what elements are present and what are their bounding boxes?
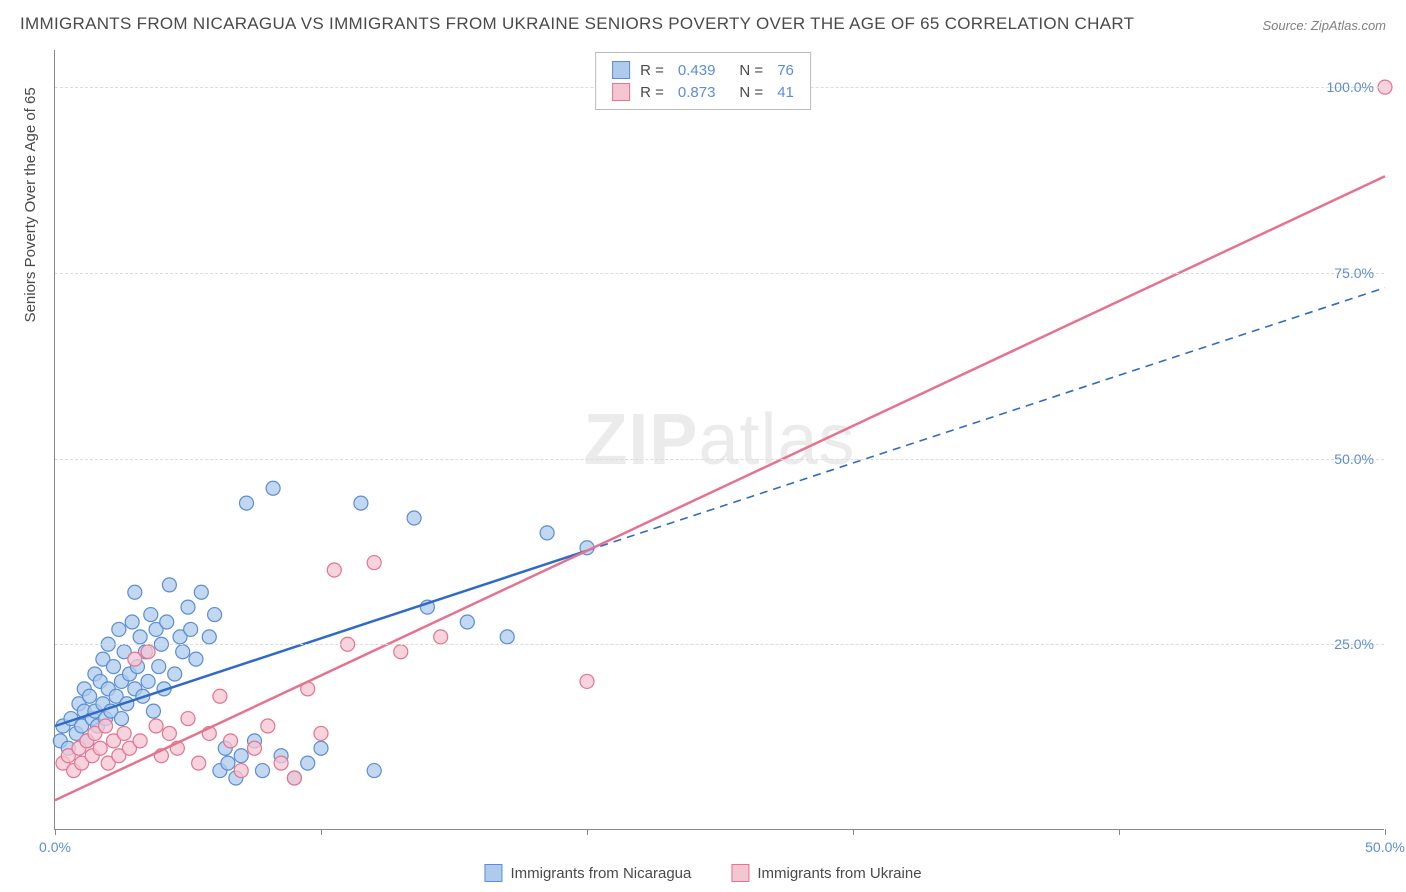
- y-tick-label: 100.0%: [1327, 79, 1374, 95]
- legend-n-value: 76: [777, 62, 794, 79]
- chart-title: IMMIGRANTS FROM NICARAGUA VS IMMIGRANTS …: [20, 14, 1134, 34]
- scatter-point: [540, 526, 554, 540]
- scatter-point: [367, 556, 381, 570]
- legend-n-value: 41: [777, 84, 794, 101]
- x-tick: [55, 829, 56, 835]
- scatter-point: [107, 660, 121, 674]
- scatter-point: [181, 600, 195, 614]
- legend-n-label: N =: [739, 84, 763, 101]
- scatter-point: [194, 585, 208, 599]
- scatter-point: [141, 674, 155, 688]
- trendline-solid: [55, 176, 1385, 800]
- scatter-point: [184, 622, 198, 636]
- scatter-point: [112, 622, 126, 636]
- legend-r-value: 0.439: [678, 62, 716, 79]
- legend-bottom: Immigrants from Nicaragua Immigrants from…: [484, 864, 921, 882]
- legend-top: R = 0.439 N = 76 R = 0.873 N = 41: [595, 52, 811, 110]
- x-tick: [1119, 829, 1120, 835]
- scatter-point: [149, 719, 163, 733]
- scatter-point: [580, 674, 594, 688]
- scatter-point: [162, 578, 176, 592]
- scatter-point: [146, 704, 160, 718]
- scatter-point: [133, 630, 147, 644]
- scatter-point: [314, 741, 328, 755]
- scatter-point: [192, 756, 206, 770]
- legend-series-label: Immigrants from Ukraine: [757, 865, 921, 882]
- scatter-point: [128, 585, 142, 599]
- y-tick-label: 50.0%: [1334, 451, 1374, 467]
- legend-series-label: Immigrants from Nicaragua: [510, 865, 691, 882]
- scatter-point: [248, 741, 262, 755]
- scatter-point: [181, 712, 195, 726]
- scatter-point: [221, 756, 235, 770]
- scatter-point: [266, 481, 280, 495]
- legend-bottom-item: Immigrants from Nicaragua: [484, 864, 691, 882]
- scatter-point: [208, 608, 222, 622]
- legend-r-value: 0.873: [678, 84, 716, 101]
- scatter-point: [224, 734, 238, 748]
- legend-r-label: R =: [640, 84, 664, 101]
- scatter-point: [234, 749, 248, 763]
- scatter-point: [93, 741, 107, 755]
- y-tick-label: 75.0%: [1334, 265, 1374, 281]
- legend-swatch: [612, 61, 630, 79]
- legend-n-label: N =: [739, 62, 763, 79]
- x-tick: [321, 829, 322, 835]
- scatter-point: [460, 615, 474, 629]
- legend-swatch: [612, 83, 630, 101]
- plot-svg: [55, 50, 1384, 829]
- scatter-point: [133, 734, 147, 748]
- scatter-point: [189, 652, 203, 666]
- scatter-point: [274, 756, 288, 770]
- scatter-point: [141, 645, 155, 659]
- scatter-point: [213, 689, 227, 703]
- scatter-point: [327, 563, 341, 577]
- scatter-point: [434, 630, 448, 644]
- scatter-point: [240, 496, 254, 510]
- source-label: Source: ZipAtlas.com: [1262, 18, 1386, 33]
- x-tick: [1385, 829, 1386, 835]
- legend-row: R = 0.439 N = 76: [612, 59, 794, 81]
- scatter-point: [500, 630, 514, 644]
- gridline: [55, 644, 1384, 645]
- x-tick: [587, 829, 588, 835]
- y-tick-label: 25.0%: [1334, 636, 1374, 652]
- legend-swatch: [731, 864, 749, 882]
- scatter-point: [115, 712, 129, 726]
- trendline-dashed: [587, 288, 1385, 551]
- legend-bottom-item: Immigrants from Ukraine: [731, 864, 921, 882]
- plot-area: ZIPatlas 25.0%50.0%75.0%100.0%0.0%50.0%: [54, 50, 1384, 830]
- y-axis-label: Seniors Poverty Over the Age of 65: [22, 87, 39, 322]
- scatter-point: [83, 689, 97, 703]
- x-tick-label: 50.0%: [1365, 839, 1405, 855]
- scatter-point: [314, 726, 328, 740]
- scatter-point: [202, 630, 216, 644]
- scatter-point: [125, 615, 139, 629]
- legend-swatch: [484, 864, 502, 882]
- gridline: [55, 273, 1384, 274]
- scatter-point: [287, 771, 301, 785]
- scatter-point: [168, 667, 182, 681]
- gridline: [55, 459, 1384, 460]
- scatter-point: [394, 645, 408, 659]
- scatter-point: [234, 764, 248, 778]
- x-tick: [853, 829, 854, 835]
- scatter-point: [407, 511, 421, 525]
- scatter-point: [261, 719, 275, 733]
- legend-r-label: R =: [640, 62, 664, 79]
- scatter-point: [152, 660, 166, 674]
- scatter-point: [176, 645, 190, 659]
- scatter-point: [301, 756, 315, 770]
- scatter-point: [160, 615, 174, 629]
- scatter-point: [255, 764, 269, 778]
- scatter-point: [162, 726, 176, 740]
- legend-row: R = 0.873 N = 41: [612, 81, 794, 103]
- scatter-point: [354, 496, 368, 510]
- scatter-point: [144, 608, 158, 622]
- scatter-point: [367, 764, 381, 778]
- scatter-point: [99, 719, 113, 733]
- x-tick-label: 0.0%: [39, 839, 71, 855]
- scatter-point: [117, 726, 131, 740]
- scatter-point: [128, 652, 142, 666]
